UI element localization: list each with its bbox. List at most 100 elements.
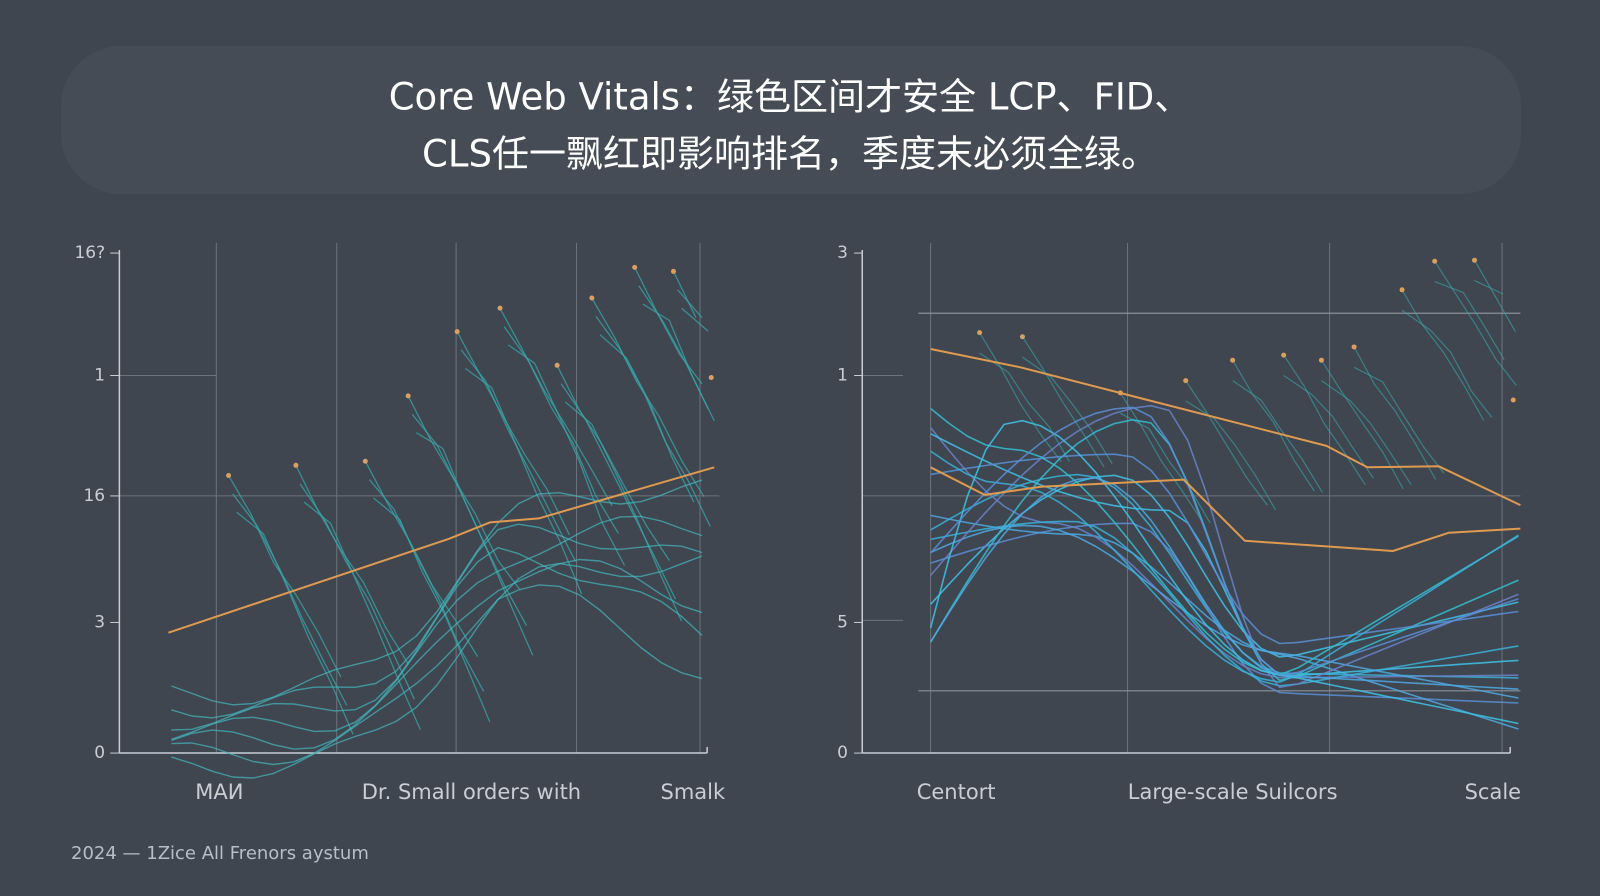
wave [672, 271, 697, 318]
dot [1351, 344, 1357, 350]
wave [299, 483, 415, 700]
wave [1434, 260, 1517, 386]
dot [1230, 357, 1236, 363]
curve [929, 477, 1519, 690]
curve [929, 419, 1519, 725]
dot [1510, 397, 1516, 403]
curve [930, 432, 1519, 677]
wave [1401, 309, 1493, 418]
dot [226, 473, 232, 479]
x-tick-label: Smalk [661, 780, 726, 804]
wave [503, 326, 619, 534]
wave [1283, 375, 1374, 479]
dot [1183, 378, 1189, 384]
wave [564, 401, 683, 622]
wave [979, 352, 1070, 463]
trend-line [168, 466, 715, 634]
wave [1473, 259, 1516, 332]
dot [589, 295, 595, 301]
wave [1353, 346, 1437, 480]
x-tick-label: Centort [917, 780, 996, 804]
wave [1474, 280, 1504, 295]
dot [1281, 352, 1287, 358]
y-tick-label: 5 [837, 612, 848, 632]
curve [929, 404, 1519, 689]
wave [1120, 412, 1211, 524]
curve [930, 453, 1519, 645]
trend-line [930, 348, 1521, 507]
wave [1353, 366, 1445, 474]
wave [1283, 354, 1366, 486]
dot [708, 375, 714, 381]
wave [677, 289, 703, 319]
wave [1321, 380, 1412, 486]
y-tick-label: 0 [837, 743, 848, 763]
y-tick-label: 0 [94, 743, 105, 763]
wave [556, 365, 670, 561]
wave [171, 547, 703, 731]
dot [362, 458, 368, 464]
dot [977, 330, 983, 336]
x-tick-label: MAИ [195, 780, 243, 804]
wave [171, 515, 703, 741]
wave [232, 493, 348, 706]
curve [930, 524, 1519, 699]
wave [599, 334, 695, 503]
wave [171, 555, 703, 779]
title-line: CLS任一飘红即影响排名，季度末必须全绿。 [422, 133, 1158, 176]
wave [1119, 392, 1203, 522]
dot [293, 462, 299, 468]
dot [1432, 258, 1438, 264]
y-tick-label: 3 [837, 243, 848, 263]
wave [303, 501, 421, 730]
wave [595, 315, 711, 527]
dot [497, 305, 503, 311]
y-tick-label: 16 [83, 486, 105, 506]
wave [373, 497, 491, 723]
footer: 2024 — 1Zice All Frenors aystum [71, 843, 369, 864]
y-tick-label: 3 [94, 612, 105, 632]
wave [456, 331, 570, 536]
y-tick-label: 1 [837, 366, 848, 386]
wave [368, 479, 485, 692]
wave [560, 383, 677, 600]
dot [405, 393, 411, 399]
dot [1471, 257, 1477, 263]
x-tick-label: Large-scale Suilcors [1128, 780, 1338, 804]
wave [1185, 400, 1277, 511]
curve [929, 427, 1519, 679]
wave [464, 367, 583, 595]
wave [1434, 281, 1505, 361]
dot [1399, 287, 1405, 293]
wave [171, 584, 703, 766]
wave [681, 307, 709, 332]
curve [930, 520, 1519, 687]
dot [1318, 357, 1324, 363]
y-tick-label: 16? [74, 243, 105, 263]
wave [1320, 359, 1404, 490]
curve [930, 406, 1519, 677]
wave [979, 332, 1062, 462]
wave [1021, 336, 1105, 468]
wave [171, 479, 703, 706]
wave [1022, 356, 1113, 465]
wave [171, 558, 703, 750]
wave [295, 465, 409, 665]
x-tick-label: Dr. Small orders with [362, 780, 581, 804]
dot [454, 329, 460, 335]
title-band [61, 46, 1521, 194]
y-tick-label: 1 [94, 366, 105, 386]
dot [554, 362, 560, 368]
wave [1401, 289, 1485, 421]
wave [634, 267, 703, 385]
wave [236, 511, 354, 735]
wave [642, 303, 715, 422]
x-tick-label: Scale [1465, 780, 1522, 804]
wave [1232, 380, 1323, 493]
dot [632, 264, 638, 270]
title-line: Core Web Vitals：绿色区间才安全 LCP、FID、 [389, 76, 1192, 119]
wave [507, 344, 626, 566]
wave [1232, 359, 1315, 492]
